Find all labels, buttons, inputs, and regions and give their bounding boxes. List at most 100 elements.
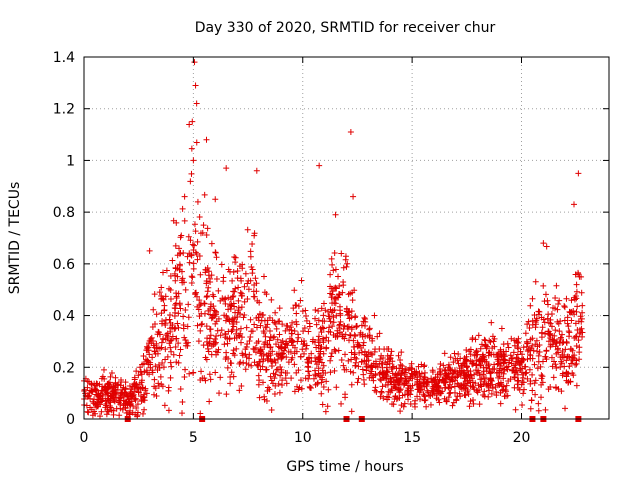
data-point	[338, 250, 345, 257]
data-point	[173, 219, 180, 226]
data-point	[326, 313, 333, 320]
data-point	[119, 386, 126, 393]
data-point	[439, 376, 446, 383]
data-point	[184, 253, 191, 260]
data-point	[399, 367, 406, 374]
x-tick-label: 20	[513, 430, 531, 446]
data-point	[224, 364, 231, 371]
data-point	[511, 362, 517, 369]
data-point	[366, 325, 373, 332]
x-tick-label: 15	[403, 430, 421, 446]
data-point	[238, 334, 245, 341]
data-point	[440, 377, 447, 384]
data-point	[380, 395, 387, 402]
data-point	[473, 348, 480, 355]
data-point	[240, 359, 247, 366]
data-point	[282, 375, 289, 382]
data-point	[230, 288, 237, 295]
data-point	[204, 225, 211, 232]
data-point	[577, 313, 584, 320]
data-point	[230, 347, 237, 354]
data-point	[177, 305, 184, 312]
data-point	[245, 277, 252, 284]
data-points	[81, 59, 586, 422]
peak-point	[316, 162, 323, 169]
data-point	[346, 337, 353, 344]
data-point	[156, 289, 163, 296]
data-point	[422, 397, 429, 404]
data-point	[327, 318, 334, 325]
data-point	[547, 316, 554, 323]
data-point	[440, 362, 447, 369]
data-point	[541, 298, 548, 305]
data-point	[314, 380, 321, 387]
data-point	[143, 347, 150, 354]
data-point	[405, 390, 412, 397]
data-point	[235, 284, 242, 291]
data-point	[166, 316, 173, 323]
data-point	[489, 333, 496, 340]
data-point	[161, 307, 168, 314]
data-point	[244, 296, 251, 303]
data-point	[203, 323, 210, 330]
data-point	[213, 318, 220, 325]
peak-point	[191, 59, 198, 66]
peak-point	[540, 240, 547, 247]
data-point	[331, 295, 338, 302]
data-point	[197, 377, 204, 384]
data-point	[566, 354, 573, 361]
data-point	[84, 408, 91, 415]
peak-point	[332, 211, 339, 218]
data-point	[121, 390, 128, 397]
data-point	[253, 339, 260, 346]
data-point	[327, 357, 334, 364]
data-point	[301, 325, 308, 332]
data-point	[150, 306, 157, 313]
data-point	[429, 379, 436, 386]
data-point	[396, 381, 403, 388]
data-point	[409, 375, 416, 382]
data-point	[297, 377, 304, 384]
data-point	[564, 353, 571, 360]
data-point	[197, 271, 204, 278]
data-point	[323, 378, 330, 385]
data-point	[514, 338, 521, 345]
data-point	[227, 373, 234, 380]
data-point	[268, 296, 275, 303]
data-point	[313, 344, 320, 351]
data-point	[229, 293, 236, 300]
data-point	[368, 363, 375, 370]
grid-lines	[84, 57, 609, 419]
data-point	[469, 383, 476, 390]
data-point	[315, 317, 322, 324]
data-point	[198, 368, 205, 375]
data-point	[349, 297, 356, 304]
data-point	[175, 359, 182, 366]
data-point	[539, 324, 546, 331]
y-tick-labels: 0 0.2 0.4 0.6 0.8 1 1.2 1.4	[53, 50, 75, 428]
data-point	[242, 351, 249, 358]
data-point	[239, 352, 246, 359]
data-point	[236, 360, 243, 367]
data-point	[130, 392, 137, 399]
data-point	[329, 261, 336, 268]
data-point	[381, 346, 388, 353]
data-point	[412, 403, 419, 410]
data-point	[342, 256, 349, 263]
data-point	[361, 381, 368, 388]
data-point	[447, 367, 454, 374]
data-point	[512, 406, 519, 413]
data-point	[501, 360, 508, 367]
data-point	[245, 286, 252, 293]
data-point	[519, 379, 526, 386]
data-point	[372, 384, 379, 391]
data-point	[202, 267, 209, 274]
data-point	[561, 304, 568, 311]
data-point	[369, 335, 376, 342]
data-point	[436, 399, 443, 406]
data-point	[110, 411, 117, 418]
data-point	[332, 266, 339, 273]
data-point	[227, 303, 234, 310]
data-point	[168, 363, 175, 370]
data-point	[341, 323, 348, 330]
